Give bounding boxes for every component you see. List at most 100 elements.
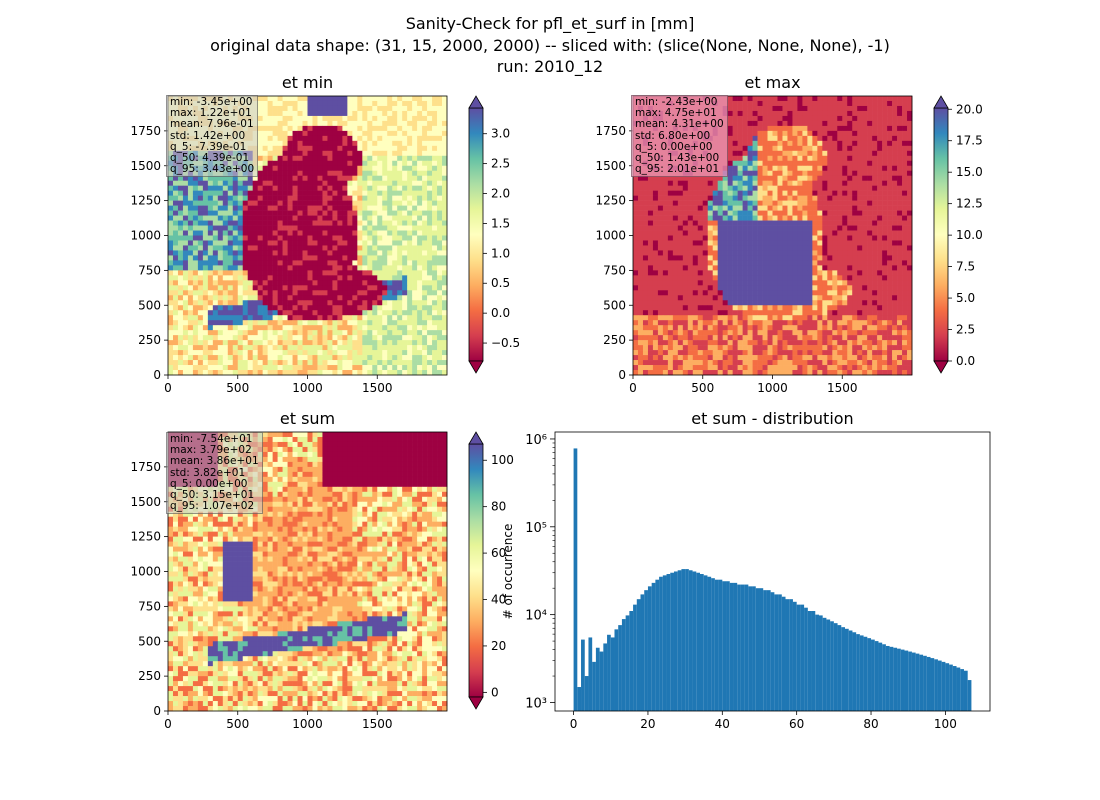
heatmap-cell — [337, 245, 343, 251]
heatmap-cell — [442, 245, 448, 251]
heatmap-cell — [277, 355, 283, 361]
heatmap-cell — [362, 265, 368, 271]
heatmap-cell — [822, 130, 828, 137]
heatmap-cell — [357, 305, 363, 311]
heatmap-cell — [197, 215, 204, 221]
heatmap-cell — [692, 190, 699, 196]
heatmap-cell — [312, 105, 318, 112]
heatmap-cell — [877, 240, 883, 246]
heatmap-cell — [792, 245, 798, 251]
heatmap-cell — [442, 235, 448, 241]
heatmap-cell — [747, 170, 753, 177]
heatmap-cell — [302, 350, 308, 356]
heatmap-cell — [222, 200, 229, 206]
heatmap-cell — [317, 125, 323, 132]
heatmap-cell — [342, 255, 348, 261]
heatmap-cell — [682, 210, 689, 216]
heatmap-cell — [832, 170, 838, 177]
heatmap-cell — [737, 145, 743, 152]
heatmap-cell — [282, 275, 288, 281]
heatmap-cell — [782, 100, 788, 107]
heatmap-cell — [372, 350, 378, 356]
heatmap-cell — [762, 230, 768, 236]
heatmap-cell — [322, 175, 328, 181]
heatmap-cell — [402, 175, 408, 181]
heatmap-cell — [372, 200, 378, 206]
heatmap-cell — [437, 145, 443, 152]
heatmap-cell — [647, 215, 654, 221]
heatmap-cell — [887, 150, 893, 157]
heatmap-cell — [277, 160, 283, 167]
heatmap-cell — [442, 210, 448, 216]
heatmap-cell — [197, 250, 204, 256]
heatmap-cell — [812, 185, 818, 191]
heatmap-cell — [672, 200, 679, 206]
heatmap-cell — [402, 160, 408, 167]
heatmap-cell — [207, 180, 214, 186]
heatmap-cell — [407, 325, 413, 331]
heatmap-cell — [802, 145, 808, 152]
heatmap-cell — [357, 275, 363, 281]
heatmap-cell — [707, 210, 714, 216]
heatmap-cell — [317, 180, 323, 186]
heatmap-cell — [767, 165, 773, 172]
heatmap-cell — [292, 295, 298, 301]
heatmap-cell — [427, 340, 433, 346]
heatmap-cell — [387, 365, 393, 371]
heatmap-cell — [637, 220, 644, 226]
heatmap-cell — [732, 105, 738, 112]
heatmap-cell — [382, 255, 388, 261]
heatmap-cell — [277, 270, 283, 276]
heatmap-cell — [402, 125, 408, 132]
heatmap-cell — [187, 235, 194, 241]
heatmap-cell — [217, 195, 224, 201]
heatmap-cell — [252, 190, 258, 196]
heatmap-cell — [897, 240, 903, 246]
heatmap-cell — [437, 140, 443, 147]
heatmap-cell — [282, 96, 288, 102]
heatmap-cell — [302, 215, 308, 221]
heatmap-cell — [257, 160, 263, 167]
heatmap-cell — [262, 315, 268, 321]
heatmap-cell — [402, 225, 408, 231]
heatmap-cell — [317, 305, 323, 311]
heatmap-cell — [682, 240, 689, 246]
heatmap-cell — [802, 135, 808, 142]
heatmap-cell — [207, 205, 214, 211]
heatmap-cell — [282, 110, 288, 117]
heatmap-cell — [877, 160, 883, 167]
heatmap-cell — [902, 170, 908, 177]
heatmap-cell — [367, 115, 373, 122]
heatmap-cell — [377, 365, 383, 371]
heatmap-cell — [182, 340, 189, 346]
heatmap-cell — [892, 135, 898, 142]
heatmap-cell — [362, 235, 368, 241]
heatmap-cell — [292, 125, 298, 132]
heatmap-cell — [692, 245, 699, 251]
heatmap-cell — [302, 100, 308, 107]
heatmap-cell — [867, 190, 873, 196]
heatmap-cell — [237, 350, 244, 356]
heatmap-cell — [182, 300, 189, 306]
heatmap-cell — [212, 205, 219, 211]
heatmap-cell — [437, 335, 443, 341]
heatmap-cell — [297, 155, 303, 162]
heatmap-cell — [867, 160, 873, 167]
heatmap-cell — [727, 250, 733, 256]
heatmap-cell — [197, 315, 204, 321]
heatmap-cell — [387, 190, 393, 196]
heatmap-cell — [168, 360, 174, 366]
heatmap-cell — [787, 220, 793, 226]
heatmap-cell — [757, 195, 763, 201]
heatmap-cell — [442, 96, 448, 102]
heatmap-cell — [832, 180, 838, 186]
heatmap-cell — [212, 210, 219, 216]
heatmap-cell — [207, 265, 214, 271]
heatmap-cell — [417, 345, 423, 351]
heatmap-cell — [732, 115, 738, 122]
heatmap-cell — [787, 160, 793, 167]
heatmap-cell — [772, 185, 778, 191]
heatmap-cell — [287, 170, 293, 177]
heatmap-cell — [742, 220, 748, 226]
heatmap-cell — [847, 130, 853, 137]
